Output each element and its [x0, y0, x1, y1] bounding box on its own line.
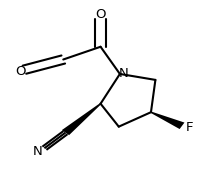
- Text: N: N: [33, 145, 43, 158]
- Text: O: O: [95, 8, 106, 21]
- Polygon shape: [62, 103, 101, 135]
- Text: O: O: [15, 65, 26, 78]
- Polygon shape: [151, 112, 184, 129]
- Text: N: N: [118, 67, 128, 80]
- Text: F: F: [186, 121, 194, 134]
